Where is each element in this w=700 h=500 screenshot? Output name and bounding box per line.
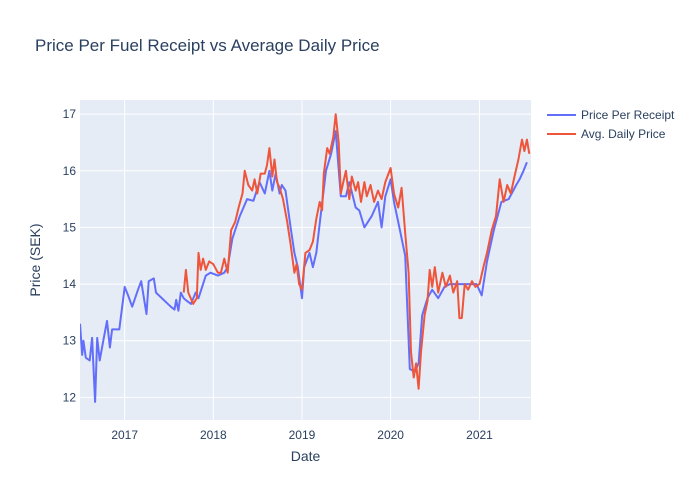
legend-item[interactable]: Avg. Daily Price — [547, 127, 666, 141]
x-axis: 2017 2018 2019 2020 2021 — [111, 428, 493, 442]
y-tick-label: 13 — [63, 334, 77, 348]
legend-item[interactable]: Price Per Receipt — [547, 108, 675, 122]
y-tick-label: 16 — [63, 164, 77, 178]
series-line-2 — [182, 113, 531, 390]
y-tick-label: 15 — [63, 220, 77, 234]
y-tick-label: 17 — [63, 107, 77, 121]
y-tick-label: 14 — [63, 277, 77, 291]
x-tick-label: 2019 — [289, 428, 316, 442]
y-axis: 12 13 14 15 16 17 — [63, 107, 77, 404]
chart-title: Price Per Fuel Receipt vs Average Daily … — [35, 36, 380, 55]
y-axis-title: Price (SEK) — [27, 223, 43, 296]
series-layer — [80, 113, 531, 403]
x-tick-label: 2018 — [200, 428, 227, 442]
x-tick-label: 2017 — [111, 428, 138, 442]
legend-label: Avg. Daily Price — [581, 127, 666, 141]
legend[interactable]: Price Per Receipt Avg. Daily Price — [547, 108, 675, 141]
x-axis-title: Date — [291, 448, 321, 464]
y-tick-label: 12 — [63, 390, 77, 404]
series-line-1 — [80, 130, 528, 403]
legend-label: Price Per Receipt — [581, 108, 675, 122]
x-tick-label: 2021 — [466, 428, 493, 442]
x-tick-label: 2020 — [377, 428, 404, 442]
